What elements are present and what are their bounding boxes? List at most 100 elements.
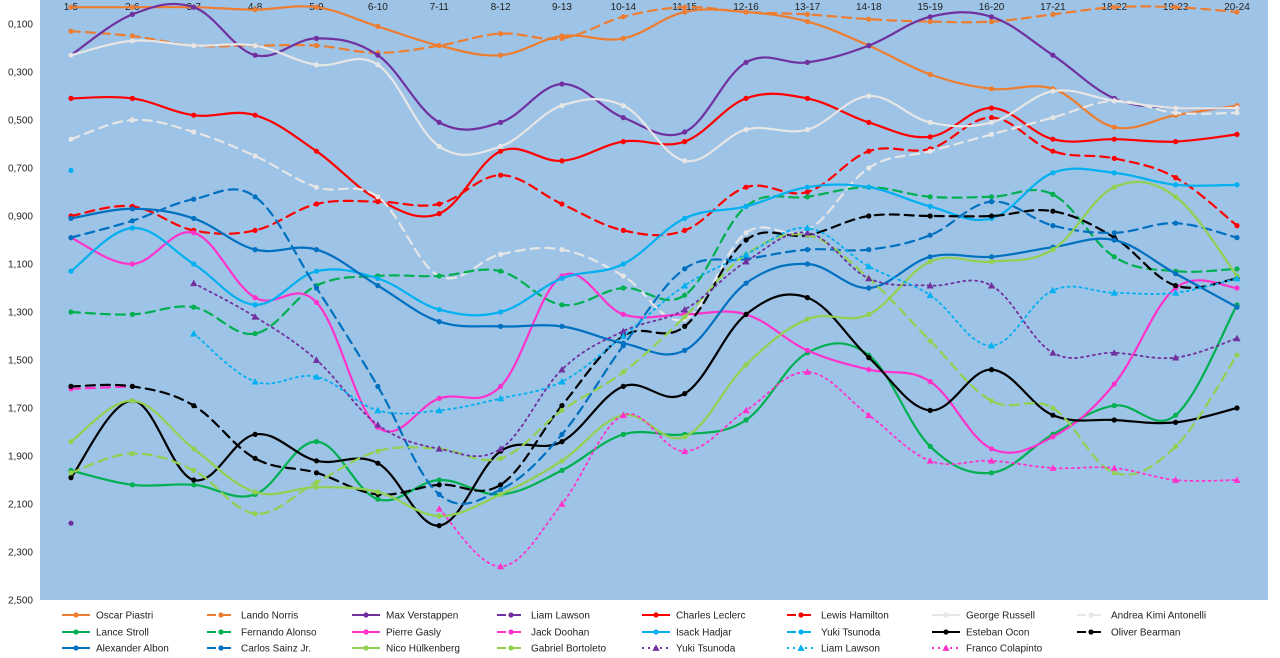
- series-point: [743, 184, 749, 190]
- y-tick-label: 1,300: [8, 308, 33, 319]
- series-point: [1173, 139, 1179, 145]
- legend-item: Lando Norris: [207, 611, 298, 622]
- series-point: [497, 323, 504, 329]
- series-point: [743, 280, 749, 286]
- series-point: [129, 206, 135, 212]
- series-point: [743, 9, 749, 15]
- series-point: [988, 194, 995, 200]
- series-line: [69, 5, 1239, 54]
- legend-label: Isack Hadjar: [676, 628, 732, 639]
- series-point: [943, 612, 949, 618]
- series-point: [620, 431, 626, 437]
- series-point: [1049, 286, 1057, 294]
- series-point: [804, 19, 811, 25]
- series-point: [313, 470, 320, 476]
- y-tick-label: 2,300: [8, 548, 33, 559]
- series-point: [866, 367, 872, 373]
- series-point: [375, 275, 381, 281]
- series-point: [866, 119, 872, 125]
- series-point: [1111, 98, 1117, 104]
- legend-item: Yuki Tsunoda: [787, 628, 881, 639]
- series-point: [988, 119, 995, 125]
- legend-item: Franco Colapinto: [932, 644, 1043, 655]
- series-point: [191, 230, 197, 236]
- series-point: [742, 258, 750, 265]
- series-point: [1173, 271, 1179, 277]
- series-point: [252, 194, 258, 200]
- series-point: [1173, 194, 1179, 200]
- series-point: [252, 227, 258, 233]
- series-point: [681, 306, 689, 313]
- series-line: [69, 116, 1239, 237]
- series-point: [559, 467, 565, 473]
- series-point: [313, 268, 320, 274]
- series-point: [559, 81, 565, 87]
- series-point: [682, 158, 688, 164]
- series-point: [798, 629, 804, 635]
- series-point: [804, 95, 811, 101]
- series-point: [682, 391, 688, 397]
- series-point: [620, 35, 626, 42]
- series-point: [620, 139, 626, 145]
- series-point: [129, 4, 135, 10]
- series-point: [1111, 170, 1117, 176]
- series-point: [927, 134, 933, 140]
- series-line: [69, 92, 1239, 218]
- series-point: [252, 112, 258, 118]
- legend-item: Isack Hadjar: [642, 628, 732, 639]
- legend-label: Oliver Bearman: [1111, 628, 1180, 639]
- series-point: [190, 279, 198, 287]
- legend-label: Alexander Albon: [96, 644, 169, 655]
- series-point: [252, 247, 258, 253]
- series-point: [1234, 405, 1240, 411]
- series-point: [68, 235, 74, 241]
- series-point: [1172, 476, 1180, 483]
- series-point: [68, 520, 74, 526]
- series-point: [682, 215, 688, 221]
- series-point: [252, 52, 258, 58]
- series-point: [497, 309, 504, 315]
- series-point: [497, 52, 504, 58]
- series-point: [435, 445, 443, 452]
- series-point: [73, 629, 79, 635]
- series-point: [682, 323, 688, 329]
- series-point: [191, 482, 197, 488]
- series-point: [559, 103, 565, 109]
- series-group: [68, 2, 1241, 570]
- y-tick-label: 0,100: [8, 20, 33, 31]
- x-tick-label: 10-14: [611, 2, 637, 13]
- series-point: [1234, 285, 1240, 291]
- series-point: [988, 398, 995, 404]
- legend-label: Charles Leclerc: [676, 611, 745, 622]
- series-point: [798, 612, 804, 618]
- series-point: [68, 475, 74, 481]
- series-line: [69, 39, 1239, 163]
- series-point: [313, 43, 320, 49]
- series-point: [1233, 476, 1241, 483]
- series-point: [927, 14, 933, 20]
- series: [68, 167, 74, 173]
- series-line: [69, 385, 134, 390]
- series-point: [129, 33, 135, 39]
- series-point: [620, 227, 626, 233]
- series-point: [1111, 124, 1117, 130]
- legend-item: Nico Hülkenberg: [352, 644, 460, 655]
- series-point: [1111, 155, 1117, 161]
- series-point: [497, 268, 504, 274]
- series-point: [313, 484, 320, 490]
- series-point: [191, 467, 197, 473]
- plot-area: [40, 0, 1268, 600]
- series-point: [129, 398, 135, 404]
- series-point: [1050, 11, 1056, 17]
- legend-label: Yuki Tsunoda: [676, 644, 736, 655]
- series-point: [497, 487, 504, 493]
- legend-label: Jack Doohan: [531, 628, 589, 639]
- series-point: [682, 139, 688, 145]
- y-tick-label: 1,100: [8, 260, 33, 271]
- series-point: [1111, 4, 1117, 10]
- series-point: [559, 458, 565, 464]
- series-point: [620, 311, 626, 317]
- series-point: [620, 285, 626, 291]
- series-point: [252, 331, 258, 337]
- series-point: [312, 373, 321, 380]
